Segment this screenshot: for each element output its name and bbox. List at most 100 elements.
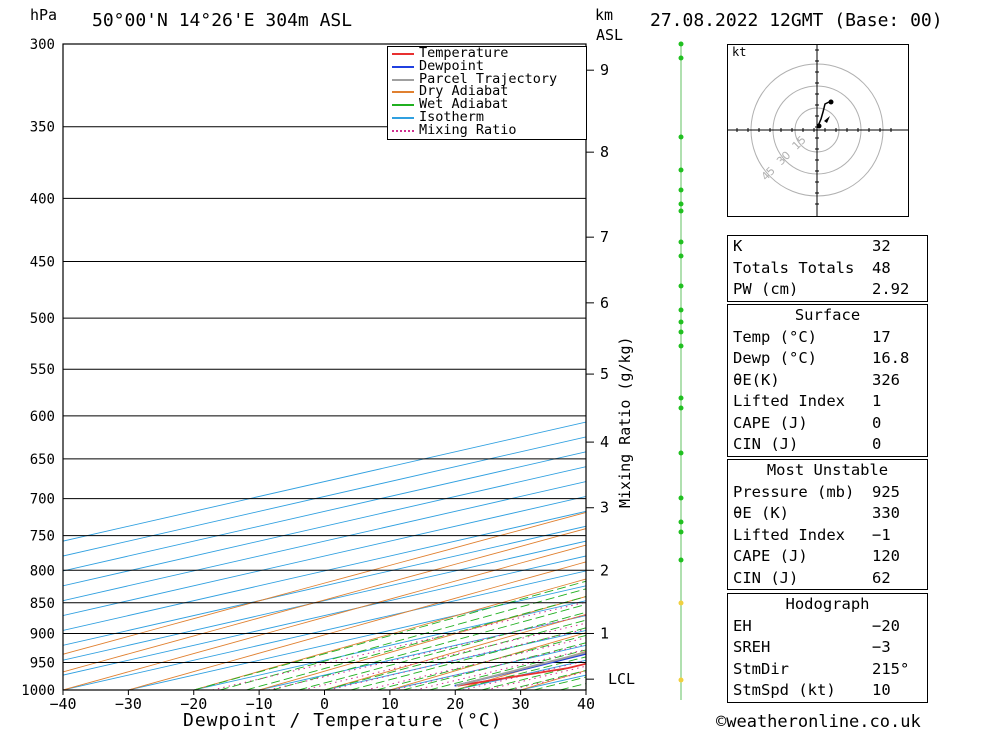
legend-swatch — [392, 104, 414, 107]
mixing-ratio-line — [212, 601, 586, 690]
wind-level-dot — [678, 167, 684, 173]
surface-title: Surface — [794, 306, 861, 324]
hodograph-unit: kt — [732, 45, 747, 59]
x-axis-label: Dewpoint / Temperature (°C) — [183, 710, 503, 731]
legend-item: Mixing Ratio — [388, 123, 586, 137]
temperature-tick-label: 0 — [320, 695, 329, 713]
surface-thetae-label: θE(K) — [733, 370, 780, 389]
hodograph-point — [828, 99, 834, 105]
hodograph-table-title: Hodograph — [785, 595, 870, 613]
mu-pressure-label: Pressure (mb) — [733, 482, 855, 501]
legend-swatch — [392, 78, 414, 81]
wind-level-dot — [678, 405, 684, 411]
dry-adiabat-line — [978, 44, 1000, 690]
wet-adiabat-line — [298, 611, 586, 690]
hodo-eh-label: EH — [733, 616, 752, 635]
isotherm-line — [63, 481, 586, 602]
hodograph-point — [816, 123, 822, 129]
km-tick-label: 1 — [600, 624, 609, 642]
legend-swatch — [392, 53, 414, 55]
temperature-tick-label: 30 — [512, 695, 530, 713]
pressure-tick-label: 700 — [30, 492, 55, 508]
plot-border — [62, 43, 587, 691]
pressure-tick-label: 450 — [30, 255, 55, 271]
mu-thetae-label: θE (K) — [733, 504, 789, 522]
wind-level-dot — [678, 600, 684, 606]
pressure-tick-label: 900 — [30, 626, 55, 642]
wind-level-dot — [678, 677, 684, 683]
index-k-label: K — [733, 237, 743, 255]
hodo-eh-value: −20 — [872, 616, 900, 635]
km-tick-label: 3 — [600, 499, 609, 517]
index-tt-label: Totals Totals — [733, 258, 855, 277]
most-unstable-title: Most Unstable — [766, 461, 889, 479]
wind-level-dot — [678, 329, 684, 335]
mixing-ratio-line — [328, 628, 586, 690]
wet-adiabat-line — [193, 580, 586, 690]
legend-swatch — [392, 129, 414, 132]
isotherm-line — [63, 496, 586, 617]
hodo-stmdir-value: 215° — [872, 659, 910, 678]
surface-li-label: Lifted Index — [733, 392, 845, 410]
hodograph-trace — [817, 101, 830, 127]
credit-text: ©weatheronline.co.uk — [716, 712, 921, 732]
surface-dewp-value: 16.8 — [872, 349, 910, 367]
km-tick-label: 9 — [600, 61, 609, 79]
wind-level-dot — [678, 529, 684, 535]
pressure-tick-label: 850 — [30, 596, 55, 612]
wind-level-dot — [678, 395, 684, 401]
temperature-tick-label: 40 — [577, 695, 595, 713]
isotherm-line — [63, 540, 586, 661]
dry-adiabat-line — [63, 528, 586, 673]
surface-cape-label: CAPE (J) — [733, 413, 808, 432]
legend-swatch — [392, 91, 414, 94]
isotherm-line — [63, 555, 586, 676]
most-unstable-table: Most Unstable Pressure (mb) 925 θE (K) 330… — [727, 459, 928, 590]
dry-adiabat-line — [128, 561, 586, 690]
km-tick-label: LCL — [608, 670, 635, 688]
wind-level-dot — [678, 307, 684, 313]
wind-level-dot — [678, 283, 684, 289]
legend-label: Wet Adiabat — [419, 96, 509, 113]
mixing-ratio-axis-label: Mixing Ratio (g/kg) — [616, 336, 634, 508]
isotherm-line — [63, 525, 586, 646]
hodo-sreh-label: SREH — [733, 638, 771, 656]
temperature-tick-label: −20 — [180, 695, 207, 713]
isotherm-line — [63, 510, 586, 631]
temperature-tick-label: −30 — [115, 695, 142, 713]
indices-table: K 32 Totals Totals 48 PW (cm) 2.92 — [727, 235, 928, 302]
legend-item: Dewpoint — [388, 59, 586, 73]
surface-thetae-value: 326 — [872, 370, 900, 389]
wind-level-dot — [678, 55, 684, 61]
dry-adiabat-line — [63, 511, 586, 655]
storm-motion-arrow — [824, 116, 830, 123]
temperature-tick-label: 10 — [381, 695, 399, 713]
legend-swatch — [392, 117, 414, 119]
pressure-tick-label: 1000 — [21, 683, 55, 699]
hpa-label: hPa — [30, 6, 58, 24]
wind-level-dot — [678, 41, 684, 47]
wind-level-dot — [678, 201, 684, 207]
mu-cin-label: CIN (J) — [733, 568, 799, 587]
surface-cin-label: CIN (J) — [733, 435, 799, 453]
hodograph-table: Hodograph EH −20 SREH −3 StmDir 215° StmSpd… — [727, 593, 928, 703]
legend-item: Wet Adiabat — [388, 96, 586, 113]
axes: 3003504004505005506006507007508008509009… — [21, 37, 635, 713]
wind-level-dot — [678, 519, 684, 525]
pressure-tick-label: 550 — [30, 362, 55, 378]
surface-temp-value: 17 — [872, 327, 891, 346]
wind-level-dot — [678, 208, 684, 214]
legend-item: Dry Adiabat — [388, 85, 586, 98]
mixing-ratio-line — [268, 614, 586, 690]
legend-item: Parcel Trajectory — [388, 70, 586, 87]
temperature-tick-label: −40 — [49, 695, 76, 713]
index-tt-value: 48 — [872, 258, 891, 277]
legend-swatch — [392, 65, 414, 68]
hodo-stmspd-label: StmSpd (kt) — [733, 681, 836, 699]
legend-label: Parcel Trajectory — [419, 70, 558, 87]
mu-pressure-value: 925 — [872, 482, 900, 501]
wind-level-dot — [678, 134, 684, 140]
temperature-tick-label: 20 — [446, 695, 464, 713]
wind-level-dot — [678, 450, 684, 456]
